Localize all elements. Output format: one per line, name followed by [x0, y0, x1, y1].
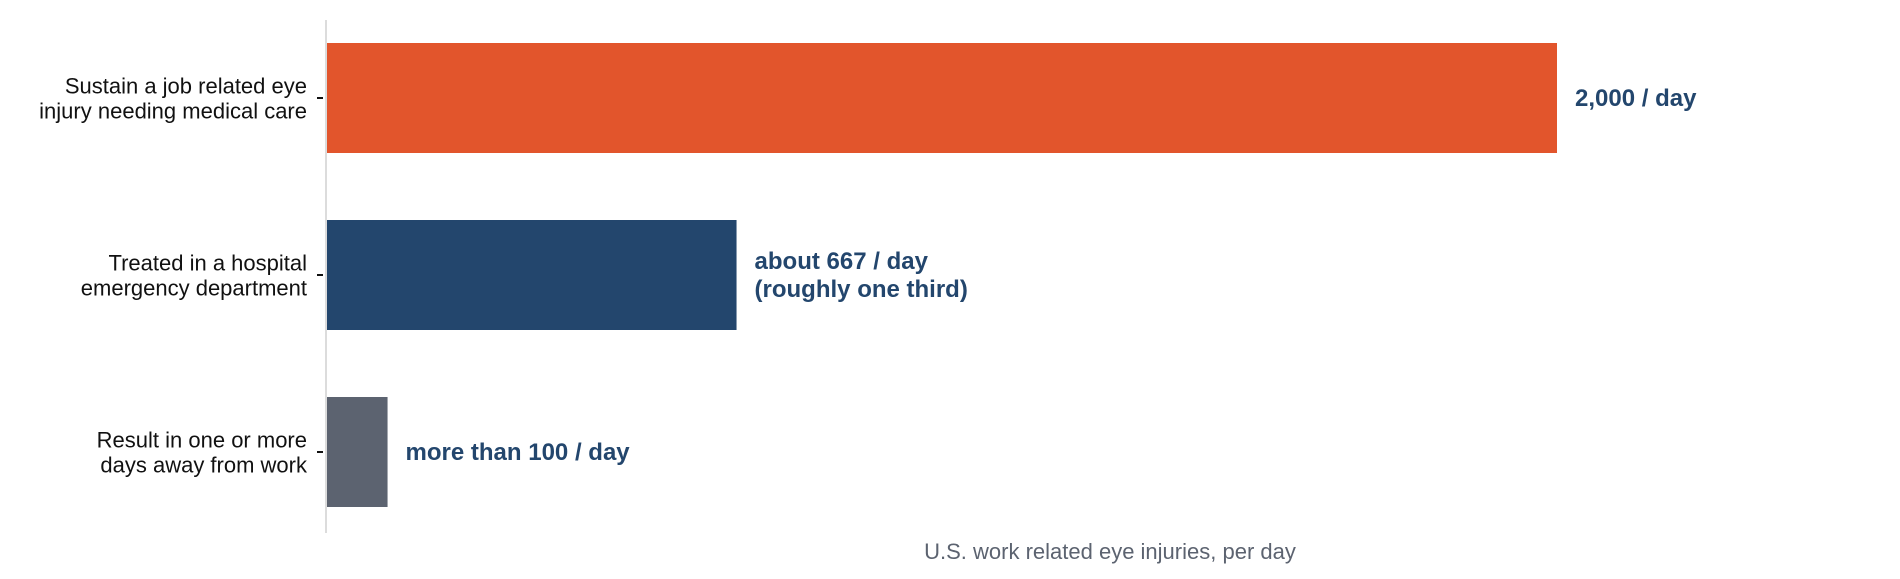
bar-1 — [327, 43, 1557, 153]
x-axis-label: U.S. work related eye injuries, per day — [924, 539, 1296, 564]
bars-layer: Sustain a job related eye injury needing … — [39, 43, 1697, 507]
bar-3 — [327, 397, 388, 507]
value-label-3: more than 100 / day — [406, 439, 631, 466]
category-label-2: Treated in a hospital emergency departmen… — [81, 251, 307, 301]
value-label-2: about 667 / day (roughly one third) — [755, 248, 968, 303]
category-label-1: Sustain a job related eye injury needing … — [39, 74, 307, 124]
bar-2 — [327, 220, 737, 330]
value-label-1: 2,000 / day — [1575, 85, 1697, 112]
category-label-3: Result in one or more days away from work — [97, 428, 308, 478]
